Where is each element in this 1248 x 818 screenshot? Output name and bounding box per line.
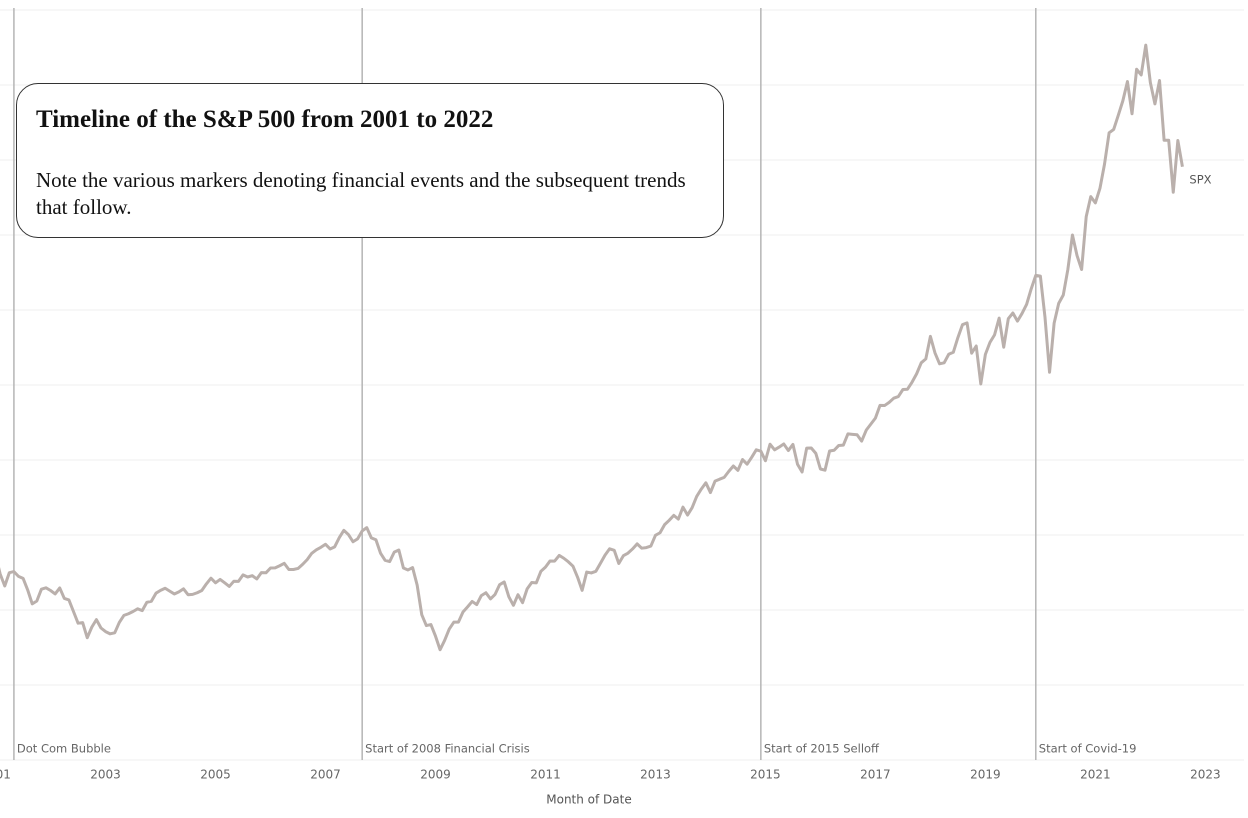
x-axis-title: Month of Date [546, 793, 632, 807]
series-label: SPX [1189, 172, 1211, 186]
event-label: Start of 2015 Selloff [764, 742, 880, 756]
x-tick-label: 2005 [200, 768, 231, 782]
x-tick-label: 2011 [530, 768, 561, 782]
x-tick-label: 2009 [420, 768, 451, 782]
x-tick-label: 2021 [1080, 768, 1111, 782]
event-label: Start of 2008 Financial Crisis [365, 742, 530, 756]
event-label: Start of Covid-19 [1039, 742, 1137, 756]
x-tick-label: 2015 [750, 768, 781, 782]
x-tick-label: 2001 [0, 768, 11, 782]
x-tick-label: 2013 [640, 768, 671, 782]
x-tick-label: 2019 [970, 768, 1001, 782]
x-tick-label: 2007 [310, 768, 341, 782]
x-tick-label: 2017 [860, 768, 891, 782]
x-tick-label: 2023 [1190, 768, 1221, 782]
chart-subtitle: Note the various markers denoting financ… [36, 168, 686, 219]
chart-title: Timeline of the S&P 500 from 2001 to 202… [36, 106, 494, 133]
series-line [0, 43, 1184, 652]
x-tick-label: 2003 [90, 768, 121, 782]
annotation-box: Timeline of the S&P 500 from 2001 to 202… [16, 83, 724, 238]
event-label: Dot Com Bubble [17, 742, 111, 756]
